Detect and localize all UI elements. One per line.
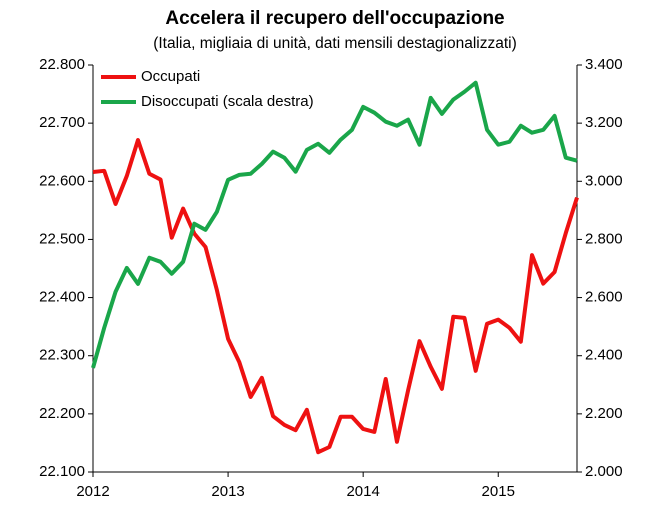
y-tick-label: 22.700 bbox=[39, 114, 85, 131]
legend-label: Disoccupati (scala destra) bbox=[141, 93, 314, 110]
chart-subtitle: (Italia, migliaia di unità, dati mensili… bbox=[153, 35, 517, 52]
y2-tick-label: 3.200 bbox=[585, 114, 623, 131]
y2-tick-label: 2.200 bbox=[585, 405, 623, 422]
y-tick-label: 22.200 bbox=[39, 405, 85, 422]
x-tick-label: 2015 bbox=[482, 483, 515, 500]
y-tick-label: 22.500 bbox=[39, 230, 85, 247]
y-tick-label: 22.100 bbox=[39, 463, 85, 480]
x-tick-label: 2013 bbox=[211, 483, 244, 500]
y-tick-label: 22.800 bbox=[39, 56, 85, 73]
y2-tick-label: 2.400 bbox=[585, 347, 623, 364]
y-tick-label: 22.600 bbox=[39, 172, 85, 189]
y2-tick-label: 2.000 bbox=[585, 463, 623, 480]
y-tick-label: 22.300 bbox=[39, 347, 85, 364]
y2-tick-label: 2.800 bbox=[585, 230, 623, 247]
series-line bbox=[92, 138, 579, 455]
y2-tick-label: 2.600 bbox=[585, 289, 623, 306]
series-line bbox=[91, 80, 578, 369]
x-tick-label: 2012 bbox=[76, 483, 109, 500]
legend-label: Occupati bbox=[141, 68, 200, 85]
y2-tick-label: 3.400 bbox=[585, 56, 623, 73]
chart-title: Accelera il recupero dell'occupazione bbox=[165, 8, 504, 29]
y-tick-label: 22.400 bbox=[39, 289, 85, 306]
x-tick-label: 2014 bbox=[346, 483, 379, 500]
y2-tick-label: 3.000 bbox=[585, 172, 623, 189]
